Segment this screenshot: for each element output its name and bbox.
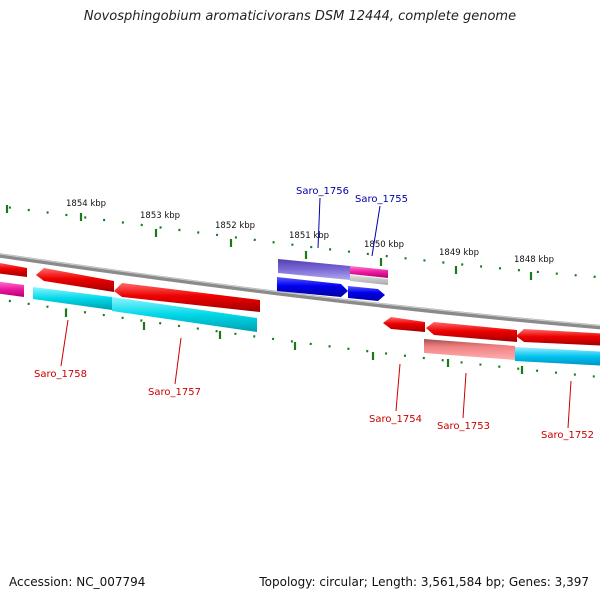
gene-leader-line	[371, 205, 381, 257]
kbp-label: 1854 kbp	[66, 199, 106, 209]
gene-arrow-saro_1753[interactable]	[426, 322, 517, 342]
kbp-label: 1849 kbp	[439, 248, 479, 258]
outer-major-ticks	[5, 205, 533, 280]
genome-summary-text: Topology: circular; Length: 3,561,584 bp…	[259, 575, 589, 589]
gene-label-saro_1754[interactable]: Saro_1754	[369, 414, 422, 425]
kbp-label: 1848 kbp	[514, 255, 554, 265]
gene-leader-line	[462, 372, 467, 419]
gene-arrow-saro_1756[interactable]	[277, 277, 348, 297]
gene-arrow-saro_1754[interactable]	[383, 317, 425, 332]
gene-label-saro_1757[interactable]: Saro_1757	[148, 387, 201, 398]
gene-leader-line	[174, 337, 182, 385]
cog-tile-cyan	[33, 287, 112, 310]
gene-label-saro_1755[interactable]: Saro_1755	[355, 194, 408, 205]
cog-tile-gray	[350, 275, 388, 285]
gene-leader-line	[395, 363, 401, 412]
gene-label-saro_1758[interactable]: Saro_1758	[34, 369, 87, 380]
gene-label-saro_1752[interactable]: Saro_1752	[541, 430, 594, 441]
gene-label-saro_1756[interactable]: Saro_1756	[296, 186, 349, 197]
genome-backbone	[0, 253, 600, 330]
gene-arrow-saro_1758[interactable]	[36, 268, 114, 292]
cog-tile-magenta	[0, 281, 24, 297]
map-title: Novosphingobium aromaticivorans DSM 1244…	[83, 9, 517, 24]
kbp-label: 1851 kbp	[289, 231, 329, 241]
gene-arrow-saro_1755[interactable]	[348, 286, 385, 301]
cog-tile-magenta	[350, 266, 388, 278]
accession-text: Accession: NC_007794	[9, 575, 146, 589]
gene-arrow-saro_1759[interactable]	[0, 262, 27, 277]
kbp-label: 1850 kbp	[364, 240, 404, 250]
gene-leader-line	[567, 380, 572, 429]
gene-arrow-saro_1752[interactable]	[516, 329, 600, 346]
gene-leader-line	[317, 197, 321, 249]
kbp-label: 1852 kbp	[215, 221, 255, 231]
gene-arrow-saro_1757[interactable]	[114, 283, 260, 312]
gene-label-saro_1753[interactable]: Saro_1753	[437, 421, 490, 432]
cog-tile-purple	[278, 259, 350, 280]
inner-major-ticks	[64, 309, 524, 374]
cog-tile-cyan	[112, 297, 257, 332]
kbp-label: 1853 kbp	[140, 211, 180, 221]
cog-tile-cyan	[515, 347, 600, 366]
cog-tile-pink	[424, 339, 515, 360]
gene-leader-line	[60, 319, 69, 367]
